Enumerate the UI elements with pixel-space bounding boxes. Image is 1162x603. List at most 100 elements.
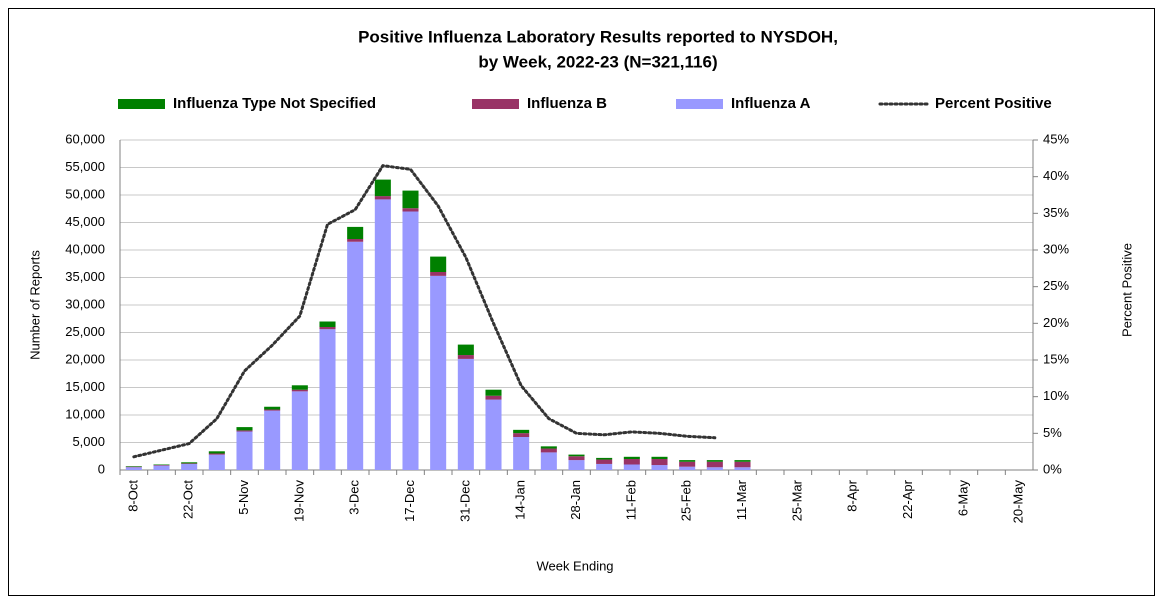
bar-segment	[485, 395, 502, 400]
bar-segment	[568, 456, 585, 461]
bar-segment	[457, 355, 474, 359]
y-tick-label: 10,000	[65, 406, 105, 421]
bar-segment	[125, 467, 142, 470]
bar-segment	[402, 190, 419, 209]
x-tick-label: 25-Mar	[789, 479, 804, 521]
bar-segment	[208, 453, 225, 455]
bar-segment	[374, 199, 391, 470]
y2-tick-label: 30%	[1043, 241, 1069, 256]
y-tick-label: 40,000	[65, 241, 105, 256]
bar-segment	[706, 461, 723, 468]
bar-segment	[181, 462, 198, 464]
bar-segment	[264, 409, 281, 411]
bar-segment	[264, 410, 281, 470]
y-tick-label: 50,000	[65, 186, 105, 201]
y2-axis-label: Percent Positive	[1119, 243, 1134, 337]
bar-segment	[236, 430, 253, 432]
legend-label: Percent Positive	[935, 95, 1052, 112]
legend-label: Influenza B	[527, 95, 607, 112]
bar-segment	[679, 461, 696, 467]
legend-swatch	[472, 99, 519, 109]
x-tick-label: 17-Dec	[402, 480, 417, 522]
bar-segment	[540, 448, 557, 453]
bar-segment	[513, 437, 530, 470]
y2-tick-label: 35%	[1043, 205, 1069, 220]
bar-segment	[568, 454, 585, 457]
bar-segment	[402, 208, 419, 212]
bar-segment	[430, 272, 447, 276]
bar-segment	[651, 459, 668, 466]
y2-tick-label: 45%	[1043, 131, 1069, 146]
y-tick-label: 25,000	[65, 324, 105, 339]
bar-segment	[485, 399, 502, 470]
bar-segment	[208, 454, 225, 470]
bar-segment	[402, 211, 419, 470]
bar-segment	[513, 433, 530, 437]
y2-tick-label: 25%	[1043, 278, 1069, 293]
y2-tick-label: 20%	[1043, 315, 1069, 330]
bar-segment	[181, 463, 198, 464]
bar-segment	[430, 256, 447, 272]
x-tick-label: 14-Jan	[513, 480, 528, 520]
bar-segment	[236, 431, 253, 470]
legend-swatch	[118, 99, 165, 109]
y-tick-label: 55,000	[65, 159, 105, 174]
bar-segment	[734, 460, 751, 462]
bar-segment	[374, 196, 391, 200]
bar-segment	[540, 446, 557, 449]
y2-tick-label: 40%	[1043, 168, 1069, 183]
bar-segment	[208, 451, 225, 454]
y-tick-label: 15,000	[65, 379, 105, 394]
chart-title: Positive Influenza Laboratory Results re…	[358, 27, 838, 46]
bar-segment	[706, 460, 723, 462]
bar-segment	[651, 465, 668, 470]
x-tick-label: 11-Feb	[623, 480, 638, 520]
bar-segment	[319, 321, 336, 327]
bar-segment	[319, 327, 336, 330]
x-axis-label: Week Ending	[536, 558, 613, 573]
x-tick-label: 28-Jan	[568, 480, 583, 520]
bar-segment	[153, 464, 170, 466]
y2-tick-label: 0%	[1043, 461, 1062, 476]
y-tick-label: 35,000	[65, 269, 105, 284]
x-tick-label: 3-Dec	[347, 480, 362, 515]
bar-segment	[568, 460, 585, 470]
x-tick-label: 31-Dec	[457, 480, 472, 522]
chart-border	[8, 8, 1155, 596]
bar-segment	[347, 239, 364, 242]
y-tick-label: 20,000	[65, 351, 105, 366]
bar-segment	[291, 389, 308, 392]
legend-label: Influenza A	[731, 95, 811, 112]
bar-segment	[623, 459, 640, 465]
bar-segment	[540, 452, 557, 470]
legend-label: Influenza Type Not Specified	[173, 95, 376, 112]
bar-segment	[125, 466, 142, 467]
bar-segment	[347, 241, 364, 470]
bar-segment	[706, 467, 723, 470]
bar-segment	[623, 456, 640, 459]
y-tick-label: 60,000	[65, 131, 105, 146]
bar-segment	[430, 275, 447, 470]
bar-segment	[596, 459, 613, 464]
x-tick-label: 8-Apr	[845, 479, 860, 511]
bar-segment	[291, 385, 308, 390]
bar-segment	[679, 460, 696, 462]
x-tick-label: 22-Apr	[900, 479, 915, 519]
x-tick-label: 8-Oct	[125, 480, 140, 512]
bar-segment	[596, 457, 613, 460]
x-tick-label: 19-Nov	[291, 480, 306, 522]
bar-segment	[264, 406, 281, 410]
bar-segment	[485, 389, 502, 396]
bar-segment	[347, 226, 364, 239]
y2-tick-label: 5%	[1043, 425, 1062, 440]
bar-segment	[651, 456, 668, 459]
bar-segment	[125, 466, 142, 468]
bar-segment	[679, 466, 696, 470]
x-tick-label: 6-May	[955, 480, 970, 517]
y-tick-label: 0	[98, 461, 105, 476]
bar-segment	[236, 427, 253, 431]
bar-segment	[457, 344, 474, 356]
x-tick-label: 11-Mar	[734, 479, 749, 520]
bar-segment	[513, 429, 530, 434]
